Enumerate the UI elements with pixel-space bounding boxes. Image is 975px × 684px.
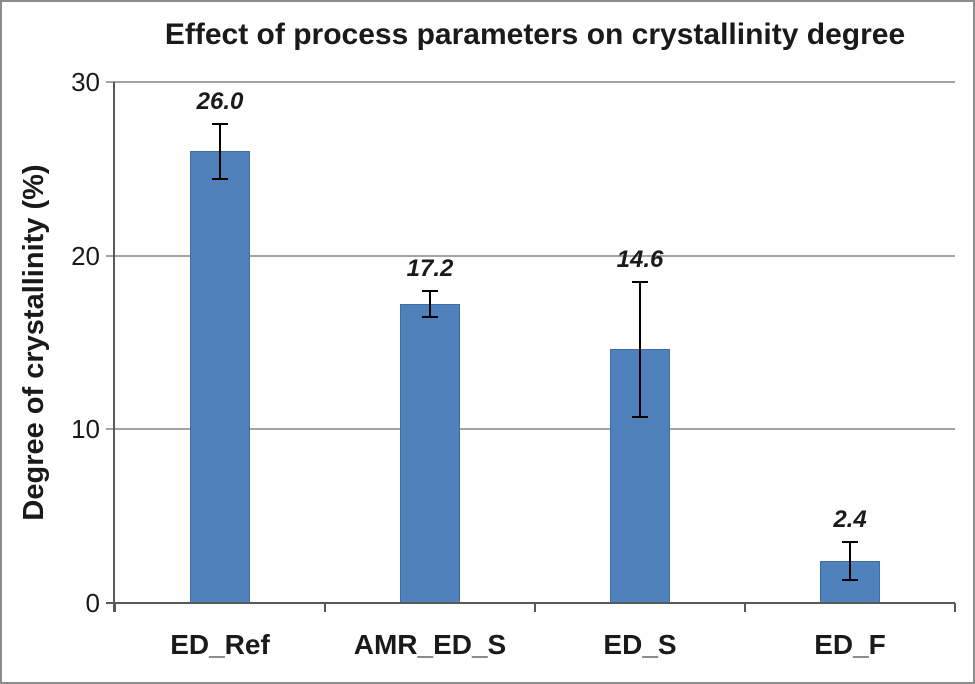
error-bar-cap-bottom — [422, 316, 438, 319]
y-tick-mark — [106, 81, 115, 83]
value-label: 17.2 — [406, 255, 454, 283]
y-tick-mark — [106, 254, 115, 257]
x-tick-mark — [954, 603, 956, 612]
error-bar-cap-top — [212, 122, 228, 125]
error-bar-cap-bottom — [632, 416, 648, 419]
gridline — [115, 254, 955, 257]
error-bar-line — [849, 542, 851, 581]
x-tick-mark — [534, 603, 536, 612]
gridline — [115, 428, 955, 431]
bar — [400, 304, 460, 603]
x-tick-mark — [114, 603, 116, 612]
chart-title: Effect of process parameters on crystall… — [164, 18, 906, 51]
x-tick-label: AMR_ED_S — [353, 629, 507, 660]
y-tick-mark — [106, 428, 115, 431]
error-bar-line — [219, 123, 221, 180]
error-bar-cap-bottom — [212, 178, 228, 181]
y-axis-title: Degree of crystallinity (%) — [18, 164, 50, 521]
error-bar-cap-top — [842, 541, 858, 544]
error-bar-cap-top — [422, 290, 438, 293]
x-tick-label: ED_S — [603, 629, 677, 660]
error-bar-cap-top — [632, 280, 648, 283]
y-axis-line — [113, 82, 115, 612]
value-label: 26.0 — [196, 87, 244, 115]
value-label: 2.4 — [833, 506, 867, 534]
x-tick-mark — [324, 603, 326, 612]
bar — [190, 151, 250, 603]
x-tick-mark — [744, 603, 746, 612]
y-tick-label: 10 — [71, 414, 100, 445]
error-bar-line — [429, 291, 431, 318]
x-tick-label: ED_Ref — [170, 629, 270, 660]
value-label: 14.6 — [616, 245, 664, 273]
x-tick-label: ED_F — [814, 629, 886, 660]
y-tick-label: 20 — [71, 240, 100, 271]
error-bar-cap-bottom — [842, 579, 858, 582]
error-bar-line — [639, 281, 641, 418]
gridline — [115, 81, 955, 83]
y-tick-label: 30 — [71, 67, 100, 97]
x-axis-line — [106, 602, 955, 604]
y-tick-label: 0 — [85, 588, 100, 618]
